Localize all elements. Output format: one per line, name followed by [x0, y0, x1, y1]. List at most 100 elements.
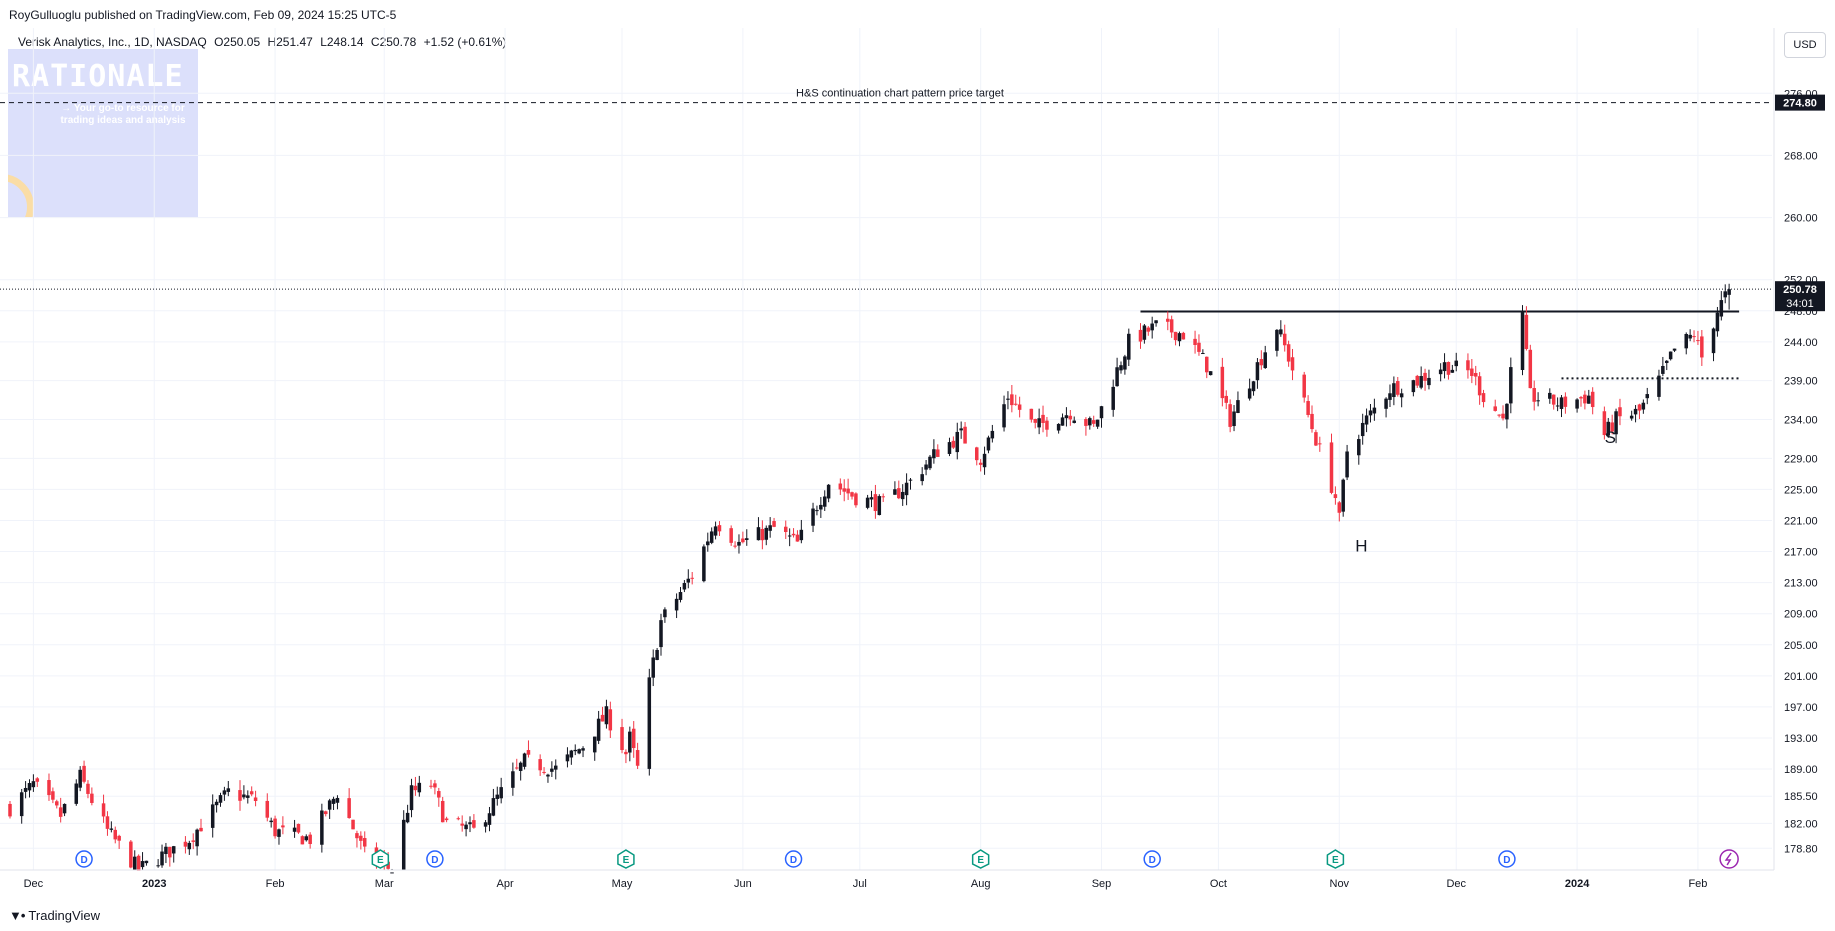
candle[interactable]: [1166, 311, 1170, 331]
candle[interactable]: [737, 534, 741, 554]
candle[interactable]: [893, 481, 897, 495]
candle[interactable]: [963, 422, 967, 444]
candle[interactable]: [1002, 395, 1006, 432]
candle[interactable]: [413, 776, 418, 796]
candle[interactable]: [647, 668, 652, 776]
candle[interactable]: [1536, 392, 1540, 407]
candle[interactable]: [1559, 394, 1564, 418]
symbol-name[interactable]: Verisk Analytics, Inc., 1D, NASDAQ: [18, 35, 207, 49]
candle[interactable]: [1029, 408, 1034, 423]
candle[interactable]: [214, 799, 219, 813]
candle[interactable]: [1629, 410, 1634, 421]
candle[interactable]: [1247, 378, 1252, 401]
candle[interactable]: [1633, 405, 1638, 423]
candle[interactable]: [171, 845, 176, 863]
candle[interactable]: [273, 815, 277, 839]
candle[interactable]: [955, 422, 960, 460]
candle[interactable]: [1127, 328, 1131, 367]
candle[interactable]: [1314, 429, 1318, 447]
candle[interactable]: [1696, 330, 1700, 345]
candle[interactable]: [1723, 284, 1727, 304]
candle[interactable]: [1692, 330, 1696, 343]
candle[interactable]: [787, 528, 792, 547]
candle[interactable]: [238, 780, 242, 811]
candle[interactable]: [74, 779, 79, 806]
candle[interactable]: [351, 819, 355, 830]
candles[interactable]: [8, 283, 1731, 874]
candle[interactable]: [195, 828, 199, 856]
dividend-event-icon[interactable]: [784, 850, 803, 868]
candle[interactable]: [978, 459, 983, 472]
candle[interactable]: [1548, 388, 1552, 404]
candle[interactable]: [226, 780, 231, 797]
candle[interactable]: [1454, 352, 1458, 372]
candle[interactable]: [109, 821, 114, 833]
candle[interactable]: [865, 494, 870, 510]
candle[interactable]: [1524, 306, 1529, 351]
candle[interactable]: [464, 821, 468, 837]
candle[interactable]: [819, 497, 823, 518]
candle[interactable]: [359, 831, 363, 850]
candle[interactable]: [990, 424, 995, 443]
candle[interactable]: [1341, 478, 1345, 517]
candle[interactable]: [1088, 416, 1092, 430]
candle[interactable]: [1068, 409, 1073, 426]
candle[interactable]: [1220, 357, 1225, 407]
candle[interactable]: [690, 572, 694, 585]
candle[interactable]: [1618, 398, 1622, 426]
candle[interactable]: [1111, 379, 1115, 417]
candle[interactable]: [924, 459, 928, 476]
candle[interactable]: [1645, 387, 1650, 405]
candle[interactable]: [1668, 351, 1673, 361]
candle[interactable]: [472, 814, 476, 829]
candle[interactable]: [491, 788, 496, 817]
candle[interactable]: [440, 796, 445, 823]
candle[interactable]: [1041, 405, 1045, 433]
earnings-event-icon[interactable]: [971, 849, 990, 869]
candle[interactable]: [686, 569, 691, 589]
candle[interactable]: [631, 721, 636, 758]
candle[interactable]: [951, 436, 956, 449]
candle[interactable]: [113, 826, 118, 844]
candle[interactable]: [850, 491, 854, 500]
candle[interactable]: [1282, 324, 1287, 352]
candle[interactable]: [1477, 372, 1482, 405]
candle[interactable]: [308, 832, 312, 849]
candle[interactable]: [1142, 323, 1147, 344]
candle[interactable]: [1010, 385, 1014, 413]
candle[interactable]: [1275, 329, 1279, 357]
candle[interactable]: [1251, 380, 1256, 396]
candle[interactable]: [729, 525, 733, 546]
candle[interactable]: [1306, 395, 1310, 418]
candle[interactable]: [456, 816, 461, 821]
candle[interactable]: [628, 726, 632, 762]
candle[interactable]: [635, 742, 640, 770]
candle[interactable]: [1302, 371, 1306, 403]
candle[interactable]: [1084, 417, 1088, 436]
candle[interactable]: [210, 794, 215, 838]
candle[interactable]: [986, 435, 991, 454]
candle[interactable]: [538, 754, 542, 776]
candle[interactable]: [620, 718, 624, 754]
candle[interactable]: [86, 780, 90, 799]
candle[interactable]: [1255, 358, 1260, 389]
candle[interactable]: [1415, 374, 1420, 388]
candle[interactable]: [1423, 368, 1427, 391]
candle[interactable]: [1013, 394, 1018, 406]
candle[interactable]: [246, 790, 250, 804]
candle[interactable]: [1138, 323, 1143, 349]
candle[interactable]: [277, 828, 281, 845]
candle[interactable]: [928, 454, 932, 471]
candle[interactable]: [78, 766, 82, 792]
candle[interactable]: [904, 473, 909, 506]
candle[interactable]: [873, 484, 878, 519]
candle[interactable]: [900, 484, 905, 506]
candle[interactable]: [815, 505, 819, 516]
candle[interactable]: [526, 740, 531, 758]
candle[interactable]: [546, 773, 550, 783]
candle[interactable]: [745, 529, 749, 546]
candle[interactable]: [822, 490, 827, 511]
candle[interactable]: [1587, 389, 1591, 404]
candle[interactable]: [655, 648, 659, 661]
